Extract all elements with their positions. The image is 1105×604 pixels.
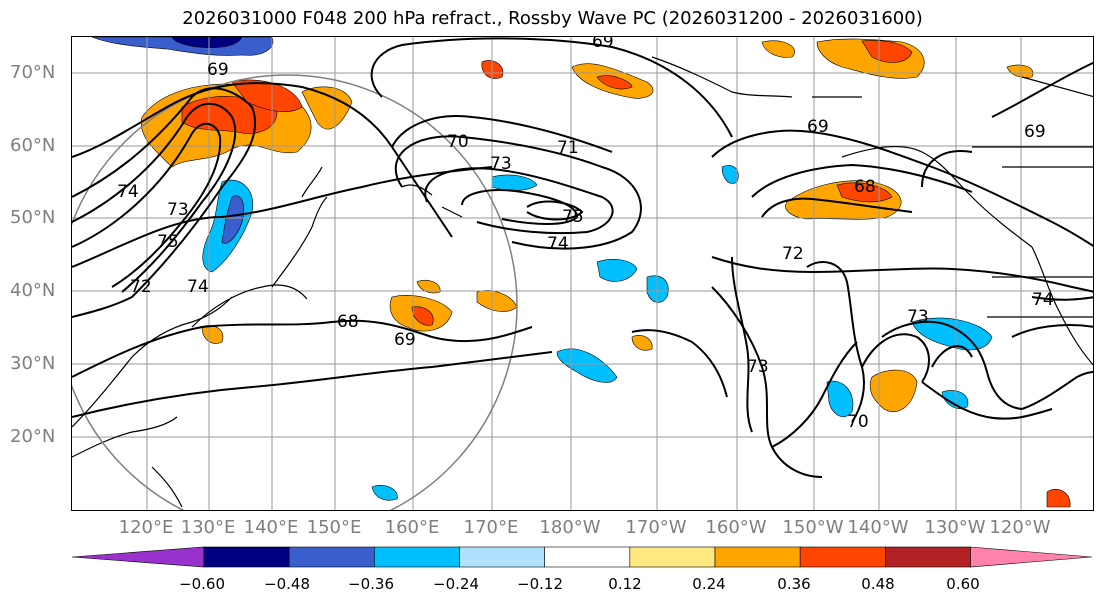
lat-label-60n: 60°N xyxy=(10,135,56,156)
lat-label-70n: 70°N xyxy=(10,62,56,83)
colorbar-tick: 0.36 xyxy=(777,575,811,593)
contour-label: 75 xyxy=(157,232,179,252)
lat-label-50n: 50°N xyxy=(10,207,56,228)
contour-lines xyxy=(72,37,1093,478)
lon-label-120w: 120°W xyxy=(989,517,1051,538)
lon-label-150w: 150°W xyxy=(782,517,844,538)
colorbar-swatch xyxy=(203,546,290,568)
lat-label-30n: 30°N xyxy=(10,353,56,374)
lon-label-140w: 140°W xyxy=(847,517,909,538)
contour-label: 72 xyxy=(130,277,152,297)
contour-label: 69 xyxy=(394,330,416,350)
lon-label-160e: 160°E xyxy=(384,517,440,538)
contour-label: 69 xyxy=(207,60,229,80)
region-circle xyxy=(72,74,518,510)
colorbar-tick: 0.60 xyxy=(946,575,980,593)
lon-label-170w: 170°W xyxy=(625,517,687,538)
colorbar-tick: −0.24 xyxy=(433,575,479,593)
colorbar-swatch xyxy=(799,546,886,568)
colorbar-tick: −0.12 xyxy=(517,575,563,593)
contour-label: 69 xyxy=(592,37,614,52)
contour-label: 69 xyxy=(807,117,829,137)
lon-label-120e: 120°E xyxy=(118,517,174,538)
contour-label: 74 xyxy=(547,234,569,254)
colorbar-swatch xyxy=(374,546,460,568)
contour-label: 69 xyxy=(1024,122,1046,142)
colorbar-swatches xyxy=(71,546,1093,568)
lon-label-130w: 130°W xyxy=(924,517,986,538)
contour-label: 75 xyxy=(562,207,584,227)
colorbar-swatch xyxy=(71,546,205,568)
contour-label: 73 xyxy=(490,154,512,174)
contour-label: 68 xyxy=(337,312,359,332)
colorbar-swatch xyxy=(544,546,631,568)
lon-label-170e: 170°E xyxy=(463,517,519,538)
map-canvas: 69 70 71 73 74 75 74 72 69 68 69 74 73 7… xyxy=(72,37,1093,510)
colorbar-tick: 0.48 xyxy=(861,575,895,593)
lat-label-40n: 40°N xyxy=(10,280,56,301)
colorbar-swatch xyxy=(885,546,971,568)
chart-title: 2026031000 F048 200 hPa refract., Rossby… xyxy=(182,8,923,29)
colorbar-swatch xyxy=(970,546,1093,568)
coastlines xyxy=(72,56,1093,508)
contour-label: 73 xyxy=(907,307,929,327)
lon-label-130e: 130°E xyxy=(180,517,236,538)
graticule xyxy=(72,37,1093,510)
colorbar-tick: 0.12 xyxy=(608,575,642,593)
contour-label: 74 xyxy=(117,182,139,202)
colorbar xyxy=(71,546,1093,568)
contour-labels: 69 70 71 73 74 75 74 72 69 68 69 74 73 7… xyxy=(117,37,1054,432)
contour-label: 68 xyxy=(854,177,876,197)
colorbar-tick: −0.60 xyxy=(179,575,225,593)
contour-label: 74 xyxy=(187,277,209,297)
lon-label-150e: 150°E xyxy=(306,517,362,538)
lon-label-180w: 180°W xyxy=(539,517,601,538)
colorbar-tick: −0.48 xyxy=(264,575,310,593)
colorbar-swatch xyxy=(629,546,716,568)
colorbar-tick: 0.24 xyxy=(692,575,726,593)
contour-label: 71 xyxy=(557,138,579,158)
colorbar-swatch xyxy=(288,546,375,568)
contour-label: 70 xyxy=(447,132,469,152)
contour-label: 73 xyxy=(167,200,189,220)
contour-label: 74 xyxy=(1032,290,1054,310)
lon-label-160w: 160°W xyxy=(705,517,767,538)
contour-label: 73 xyxy=(747,357,769,377)
map-panel: 69 70 71 73 74 75 74 72 69 68 69 74 73 7… xyxy=(71,36,1094,511)
colorbar-swatch xyxy=(714,546,801,568)
lat-label-20n: 20°N xyxy=(10,426,56,447)
lon-label-140e: 140°E xyxy=(243,517,299,538)
contour-label: 72 xyxy=(782,244,804,264)
colorbar-tick: −0.36 xyxy=(348,575,394,593)
colorbar-swatch xyxy=(459,546,545,568)
contour-label: 70 xyxy=(847,412,869,432)
